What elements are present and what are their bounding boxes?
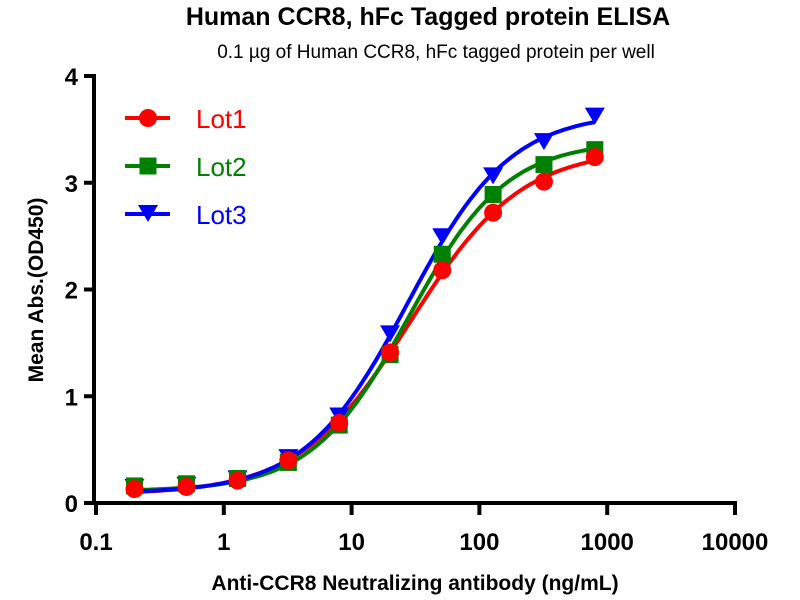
x-tick-label: 10 [338, 529, 365, 556]
data-point-lot1 [381, 343, 400, 362]
y-tick-label: 1 [65, 384, 78, 411]
legend-label-lot3: Lot3 [196, 200, 247, 230]
legend-marker-lot2 [139, 157, 157, 175]
data-markers [124, 107, 605, 499]
data-point-lot2 [433, 245, 451, 263]
x-tick-label: 0.1 [79, 529, 112, 556]
data-point-lot1 [585, 148, 604, 167]
x-tick-label: 1 [217, 529, 230, 556]
x-axis-label: Anti-CCR8 Neutralizing antibody (ng/mL) [211, 572, 618, 595]
y-tick-label: 2 [65, 278, 78, 305]
chart-title: Human CCR8, hFc Tagged protein ELISA [186, 3, 670, 31]
data-point-lot3 [380, 325, 401, 343]
data-point-lot2 [535, 156, 553, 174]
legend-label-lot2: Lot2 [196, 152, 247, 182]
axes: 0.1 1 10 100 1000 10000 0 1 2 3 4 [65, 64, 769, 556]
x-tick-label: 100 [459, 529, 499, 556]
data-point-lot3 [432, 228, 453, 246]
data-point-lot1 [534, 172, 553, 191]
data-point-lot3 [483, 167, 504, 185]
y-tick-label: 4 [65, 64, 79, 91]
data-point-lot1 [484, 203, 503, 222]
x-tick-label: 10000 [702, 529, 769, 556]
chart-subtitle: 0.1 µg of Human CCR8, hFc tagged protein… [217, 42, 655, 63]
legend-marker-lot3 [138, 205, 158, 222]
data-point-lot1 [330, 413, 349, 432]
legend: Lot1 Lot2 Lot3 [125, 104, 247, 230]
y-tick-label: 3 [65, 171, 78, 198]
fit-curves [134, 120, 596, 495]
data-point-lot3 [584, 107, 605, 125]
data-point-lot1 [125, 480, 144, 499]
y-tick-label: 0 [65, 491, 78, 518]
data-point-lot1 [177, 477, 196, 496]
data-point-lot1 [228, 471, 247, 490]
data-point-lot2 [484, 185, 502, 203]
data-point-lot1 [433, 261, 452, 280]
fit-curve-lot3 [134, 120, 596, 494]
x-tick-label: 1000 [581, 529, 634, 556]
data-point-lot1 [279, 451, 298, 470]
y-axis-label: Mean Abs.(OD450) [25, 198, 48, 383]
legend-label-lot1: Lot1 [196, 104, 247, 134]
legend-marker-lot1 [139, 109, 157, 127]
data-point-lot3 [533, 133, 554, 151]
